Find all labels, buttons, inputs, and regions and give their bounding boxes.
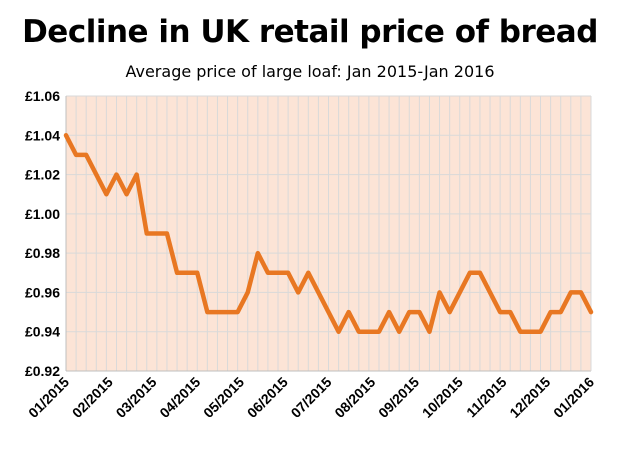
y-tick-label: £1.06: [25, 88, 60, 104]
x-tick-label: 12/2015: [506, 374, 553, 421]
y-tick-label: £0.96: [25, 284, 60, 300]
x-tick-label: 03/2015: [113, 374, 160, 421]
x-tick-label: 06/2015: [244, 374, 291, 421]
y-tick-label: £0.92: [25, 363, 60, 379]
x-tick-label: 05/2015: [200, 374, 247, 421]
chart-subtitle: Average price of large loaf: Jan 2015-Ja…: [125, 62, 495, 81]
x-tick-label: 11/2015: [463, 374, 510, 421]
x-tick-label: 01/2016: [550, 374, 597, 421]
x-tick-label: 01/2015: [25, 374, 72, 421]
x-tick-label: 10/2015: [419, 374, 466, 421]
x-tick-label: 04/2015: [156, 374, 203, 421]
y-tick-label: £0.94: [25, 324, 60, 340]
y-tick-label: £1.02: [25, 167, 60, 183]
y-tick-label: £1.00: [25, 206, 60, 222]
y-tick-label: £0.98: [25, 245, 60, 261]
x-tick-label: 07/2015: [288, 374, 335, 421]
y-tick-label: £1.04: [25, 127, 60, 143]
x-tick-label: 08/2015: [331, 374, 378, 421]
series-line-bread-price: [63, 133, 594, 334]
x-tick-label: 02/2015: [69, 374, 116, 421]
x-tick-label: 09/2015: [375, 374, 422, 421]
chart-title: Decline in UK retail price of bread: [22, 14, 598, 50]
